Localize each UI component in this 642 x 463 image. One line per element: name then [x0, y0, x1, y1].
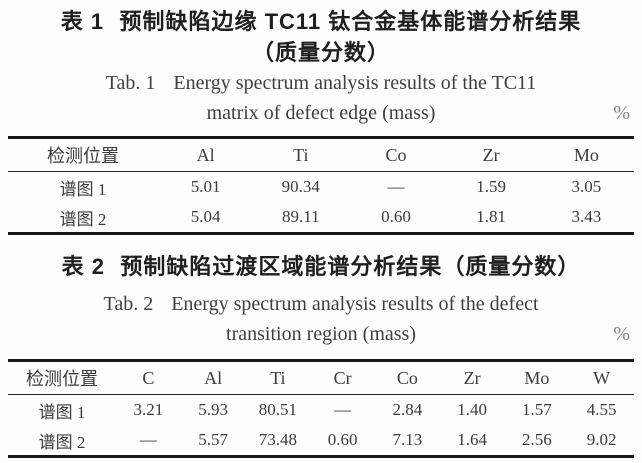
table1-row-spectrum1: 谱图 1 5.01 90.34 — 1.59 3.05 — [8, 172, 634, 203]
table1-row2-ti: 89.11 — [281, 207, 320, 226]
table2-row2-cr: 0.60 — [327, 430, 358, 449]
table1-caption-en-line2-text: matrix of defect edge (mass) — [206, 102, 436, 124]
table2-caption-zh-text: 预制缺陷过渡区域能谱分析结果（质量分数） — [120, 254, 581, 279]
table2-caption-en-line2: transition region (mass) % — [8, 319, 634, 349]
table2-row2-zr: 1.64 — [457, 430, 487, 449]
table1-row2-al: 5.04 — [190, 207, 221, 226]
table1-header-co: Co — [385, 144, 407, 165]
table2-row1-co: 2.84 — [392, 400, 423, 419]
table1-header-al: Al — [196, 144, 215, 165]
table2-header-mo: Mo — [524, 367, 550, 388]
table2-row1-w: 4.55 — [586, 400, 617, 419]
table1-caption-en-line2: matrix of defect edge (mass) % — [8, 98, 634, 128]
table2-caption-en-text: Energy spectrum analysis results of the … — [171, 293, 539, 315]
table1-caption-zh-line2: （质量分数） — [251, 40, 390, 65]
table1-row1-al: 5.01 — [190, 177, 221, 196]
table2-header-position: 检测位置 — [26, 369, 98, 389]
table2-header-zr: Zr — [463, 367, 481, 388]
table2-unit-percent: % — [613, 323, 630, 345]
table2-header-c: C — [142, 367, 155, 388]
table2-section: 表 2 预制缺陷过渡区域能谱分析结果（质量分数） Tab. 2 Energy spe… — [8, 235, 634, 458]
table2-row2-w: 9.02 — [586, 430, 617, 449]
table1-row1-label: 谱图 1 — [59, 179, 107, 199]
table2-row1-ti: 80.51 — [258, 400, 297, 419]
table1-caption-zh-text: 预制缺陷边缘 TC11 钛合金基体能谱分析结果 — [119, 9, 582, 34]
table1-unit-percent: % — [613, 102, 630, 124]
table2-header-ti: Ti — [270, 367, 286, 388]
table2-row1-zr: 1.40 — [457, 400, 487, 419]
table1-header-mo: Mo — [573, 144, 599, 165]
table2-caption-en: Tab. 2 Energy spectrum analysis results o… — [8, 289, 634, 319]
table2-header-cr: Cr — [333, 367, 352, 388]
table2-row1-mo: 1.57 — [522, 400, 552, 419]
table2-row2-c: — — [139, 430, 157, 449]
table1-row2-zr: 1.81 — [476, 207, 507, 226]
table1-row1-ti: 90.34 — [281, 177, 320, 196]
table2-row2-co: 7.13 — [392, 430, 423, 449]
table2: 检测位置 C Al Ti Cr Co Zr Mo W 谱图 1 3.21 5.9… — [8, 359, 634, 458]
table2-row2-label: 谱图 2 — [38, 432, 86, 452]
table1-header-ti: Ti — [293, 144, 309, 165]
table1-caption-en-text: Energy spectrum analysis results of the … — [173, 72, 537, 94]
table2-caption-en-line2-text: transition region (mass) — [226, 323, 416, 345]
table1-row1-zr: 1.59 — [476, 177, 507, 196]
table1-row2-mo: 3.43 — [571, 207, 602, 226]
table2-row1-cr: — — [334, 400, 352, 419]
table1-row1-mo: 3.05 — [571, 177, 602, 196]
table1-header-row: 检测位置 Al Ti Co Zr Mo — [8, 138, 634, 172]
table2-row1-al: 5.93 — [198, 400, 228, 419]
table1-row2-label: 谱图 2 — [59, 209, 107, 229]
table2-row2-ti: 73.48 — [258, 430, 297, 449]
table1-header-position: 检测位置 — [47, 146, 119, 166]
table2-header-al: Al — [204, 367, 223, 388]
table2-row-spectrum2: 谱图 2 — 5.57 73.48 0.60 7.13 1.64 2.56 9.… — [8, 425, 634, 457]
table1-row-spectrum2: 谱图 2 5.04 89.11 0.60 1.81 3.43 — [8, 202, 634, 234]
table1: 检测位置 Al Ti Co Zr Mo 谱图 1 5.01 90.34 — 1.… — [8, 136, 634, 235]
table2-header-co: Co — [396, 367, 418, 388]
table2-header-row: 检测位置 C Al Ti Cr Co Zr Mo W — [8, 361, 634, 395]
table2-row1-c: 3.21 — [133, 400, 164, 419]
table1-caption-zh-label: 表 1 — [60, 9, 105, 34]
table1-row2-co: 0.60 — [381, 207, 411, 226]
table1-section: 表 1 预制缺陷边缘 TC11 钛合金基体能谱分析结果 （质量分数） Tab. 1… — [8, 6, 634, 235]
table2-caption-en-label: Tab. 2 — [103, 293, 154, 315]
table2-caption-zh-label: 表 2 — [61, 254, 105, 279]
table1-header-zr: Zr — [482, 144, 500, 165]
table2-row2-mo: 2.56 — [522, 430, 552, 449]
table2-header-w: W — [593, 367, 611, 388]
table2-row1-label: 谱图 1 — [38, 402, 86, 422]
table2-row-spectrum1: 谱图 1 3.21 5.93 80.51 — 2.84 1.40 1.57 4.… — [8, 395, 634, 426]
table2-caption-zh: 表 2 预制缺陷过渡区域能谱分析结果（质量分数） — [8, 251, 634, 283]
table1-caption-zh: 表 1 预制缺陷边缘 TC11 钛合金基体能谱分析结果 — [8, 6, 634, 38]
table1-caption-en-label: Tab. 1 — [105, 72, 156, 94]
table1-row1-co: — — [387, 177, 405, 196]
table1-caption-en: Tab. 1 Energy spectrum analysis results o… — [8, 68, 634, 98]
table2-row2-al: 5.57 — [198, 430, 228, 449]
